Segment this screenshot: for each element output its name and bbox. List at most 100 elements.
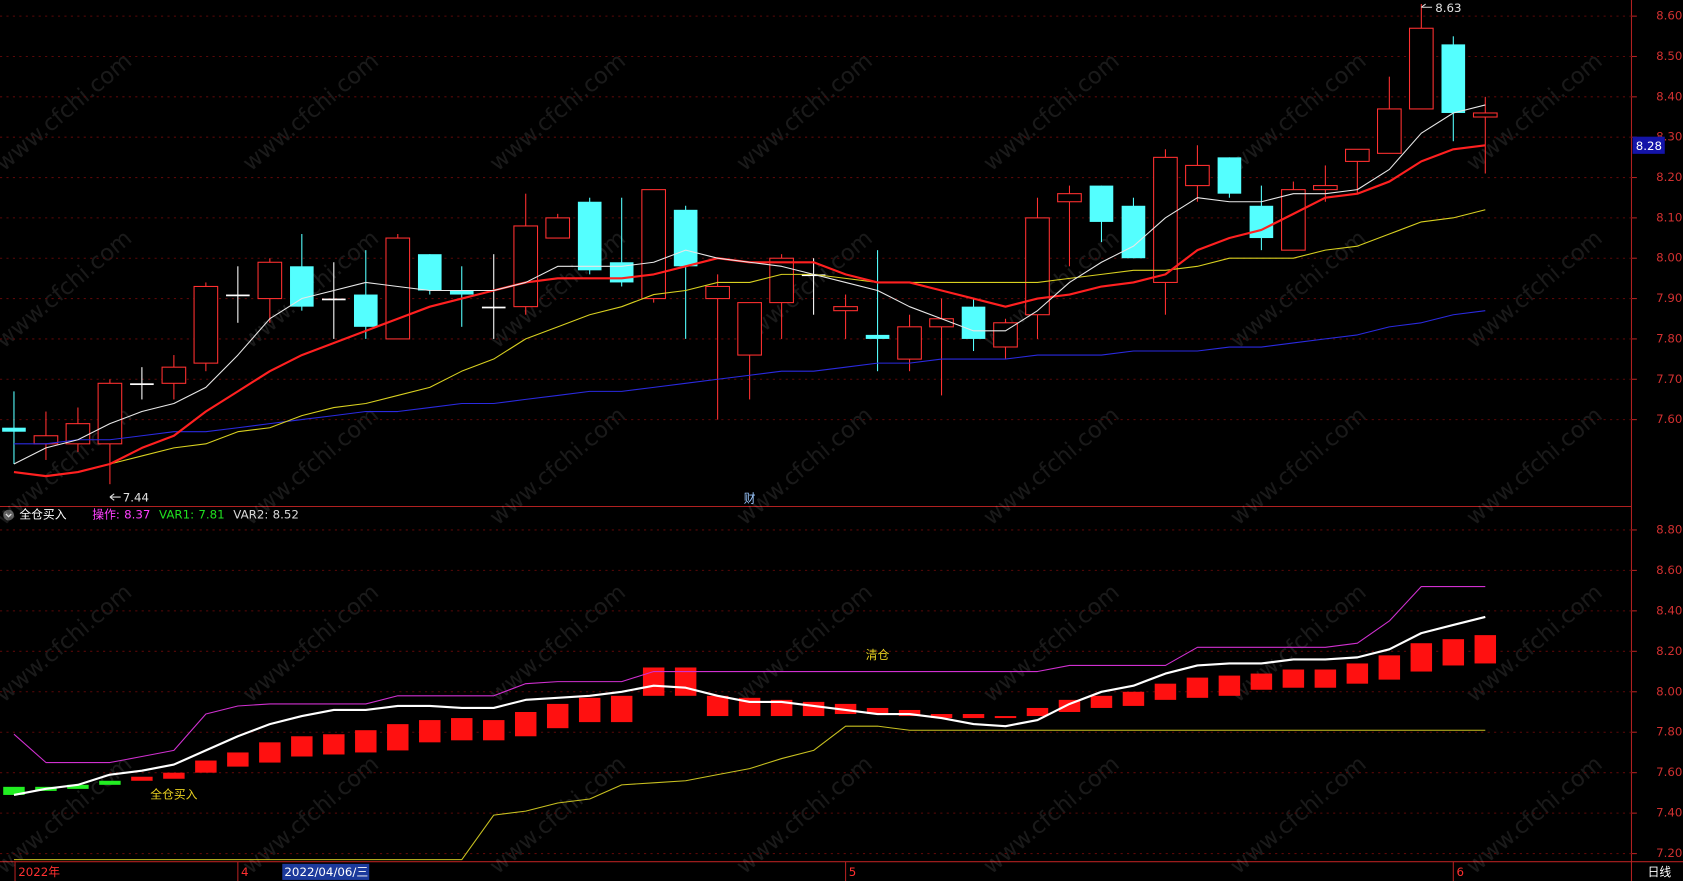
candle-body [322, 298, 346, 301]
signal-block [1474, 635, 1497, 664]
signal-block [451, 718, 473, 741]
legend-name: VAR1: [159, 508, 194, 522]
candle-body [865, 334, 890, 339]
candle-body [1121, 205, 1146, 259]
signal-block [930, 714, 953, 719]
signal-block [1442, 639, 1465, 666]
y-tick-label: 8.00 [1656, 684, 1682, 698]
candle-body [737, 302, 762, 356]
low-marker: 7.44 [123, 491, 149, 505]
candle-body [673, 209, 698, 267]
candle-body [290, 266, 314, 307]
series-line [13, 310, 1486, 445]
signal-block [514, 711, 537, 737]
candle-body [2, 427, 26, 432]
signal-block [1026, 707, 1049, 717]
candle-body [417, 254, 442, 291]
candle-body [1249, 205, 1274, 239]
candle-body [226, 294, 250, 297]
signal-block [1250, 673, 1273, 690]
signal-annotation: 清仓 [866, 648, 890, 662]
candle-body [929, 318, 954, 328]
signal-block [546, 703, 569, 729]
signal-block [578, 697, 601, 723]
y-tick-label: 7.40 [1656, 806, 1682, 820]
series-line [13, 586, 1486, 764]
candle-body [705, 285, 730, 300]
candle-body [257, 261, 283, 300]
y-tick-label: 7.80 [1656, 725, 1682, 739]
signal-block [866, 707, 889, 715]
series-line [13, 104, 1486, 465]
legend-value: 8.52 [273, 508, 299, 522]
signal-block [1314, 669, 1337, 688]
signal-block [259, 742, 281, 763]
period-label: 日线 [1648, 865, 1672, 879]
y-tick-label: 8.60 [1656, 563, 1682, 577]
x-tick-label: 5 [849, 865, 857, 879]
candle-body [449, 290, 474, 295]
candle-body [1057, 193, 1082, 203]
y-tick-label: 8.00 [1656, 251, 1682, 265]
high-marker: 8.63 [1435, 1, 1461, 15]
candle-body [1089, 185, 1114, 222]
signal-block [770, 699, 793, 717]
y-tick-label: 7.80 [1656, 331, 1682, 345]
candle-body [353, 294, 378, 327]
candle-body [641, 189, 667, 300]
y-tick-label: 8.40 [1656, 603, 1682, 617]
candle-body [1281, 189, 1306, 251]
signal-block [1122, 691, 1145, 706]
x-tick-label: 6 [1457, 865, 1465, 879]
candle-body [1025, 217, 1050, 316]
signal-block [1410, 643, 1433, 672]
candle-body [1153, 156, 1178, 283]
y-tick-label: 8.10 [1656, 210, 1682, 224]
candle-body [577, 201, 602, 271]
candle-body [833, 306, 858, 312]
signal-block [387, 724, 409, 751]
signal-block [994, 716, 1017, 719]
legend-name: VAR2: [233, 508, 268, 522]
indicator-title: 全仓买入 [19, 508, 66, 522]
signal-annotation: 全仓买入 [150, 787, 197, 801]
candle-body [1376, 108, 1402, 154]
x-tick-label: 4 [241, 865, 249, 879]
legend-value: 7.81 [198, 508, 224, 522]
price-tag: 8.28 [1636, 139, 1662, 153]
signal-block [1346, 663, 1369, 684]
candle-body [1472, 112, 1498, 118]
y-tick-label: 8.20 [1656, 170, 1682, 184]
signal-block [195, 760, 217, 773]
y-tick-label: 8.20 [1656, 644, 1682, 658]
candle-body [545, 217, 571, 239]
high-arrow [1420, 3, 1433, 8]
signal-block [642, 667, 665, 696]
y-tick-label: 8.60 [1656, 9, 1682, 23]
cursor-date: 2022/04/06/三 [284, 865, 368, 879]
candle-body [161, 366, 187, 384]
signal-block [99, 780, 121, 785]
signal-block [1378, 655, 1401, 680]
signal-block [323, 734, 345, 755]
candle-body [1408, 27, 1434, 110]
indicator-menu-icon[interactable] [3, 509, 14, 521]
legend-name: 操作: [92, 508, 120, 522]
legend-value: 8.37 [124, 508, 150, 522]
candle-body [801, 274, 826, 277]
signal-block [706, 695, 729, 717]
event-marker: 财 [744, 491, 756, 505]
y-tick-label: 8.80 [1656, 522, 1682, 536]
y-tick-label: 7.20 [1656, 846, 1682, 860]
signal-block [1154, 683, 1177, 700]
y-tick-label: 7.90 [1656, 291, 1682, 305]
low-arrow [109, 493, 121, 501]
candle-body [993, 322, 1018, 348]
signal-block [163, 772, 185, 779]
signal-block [1186, 677, 1209, 698]
candle-body [1313, 185, 1338, 191]
candle-body [97, 382, 123, 445]
